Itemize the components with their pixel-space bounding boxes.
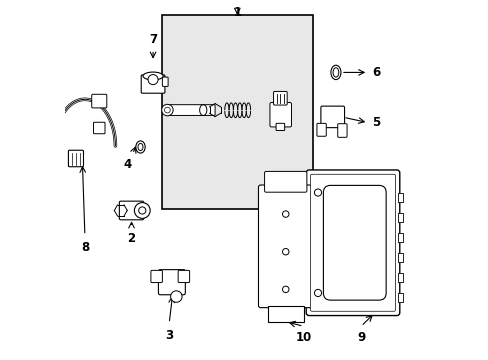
- FancyBboxPatch shape: [92, 94, 106, 108]
- FancyBboxPatch shape: [258, 185, 312, 308]
- Text: 7: 7: [149, 32, 157, 45]
- Circle shape: [139, 207, 145, 214]
- Circle shape: [314, 289, 321, 297]
- Circle shape: [282, 248, 288, 255]
- Ellipse shape: [142, 72, 163, 80]
- Text: 9: 9: [356, 331, 365, 344]
- Bar: [397, 273, 402, 282]
- FancyBboxPatch shape: [320, 106, 344, 128]
- Ellipse shape: [136, 141, 145, 153]
- Bar: [397, 213, 402, 222]
- Circle shape: [282, 286, 288, 293]
- Text: 3: 3: [165, 329, 173, 342]
- Circle shape: [164, 107, 170, 113]
- Circle shape: [314, 189, 321, 196]
- FancyBboxPatch shape: [264, 171, 306, 192]
- FancyBboxPatch shape: [151, 270, 162, 283]
- Ellipse shape: [138, 143, 142, 150]
- FancyBboxPatch shape: [305, 170, 399, 316]
- Bar: [397, 233, 402, 242]
- Text: 1: 1: [233, 6, 241, 19]
- Circle shape: [170, 291, 182, 302]
- FancyBboxPatch shape: [68, 150, 83, 167]
- Circle shape: [148, 75, 158, 85]
- FancyBboxPatch shape: [316, 123, 325, 136]
- FancyBboxPatch shape: [93, 122, 105, 134]
- FancyBboxPatch shape: [269, 103, 291, 127]
- FancyBboxPatch shape: [337, 124, 346, 137]
- Bar: [397, 253, 402, 262]
- FancyBboxPatch shape: [273, 91, 286, 105]
- Circle shape: [162, 104, 173, 116]
- Circle shape: [134, 203, 150, 219]
- FancyBboxPatch shape: [162, 77, 168, 86]
- Text: 2: 2: [127, 232, 135, 245]
- FancyBboxPatch shape: [158, 270, 185, 295]
- Polygon shape: [267, 306, 303, 321]
- Text: 8: 8: [81, 241, 89, 254]
- FancyBboxPatch shape: [310, 174, 395, 311]
- Ellipse shape: [330, 65, 340, 80]
- FancyBboxPatch shape: [276, 123, 284, 131]
- Bar: [397, 193, 402, 202]
- Text: 5: 5: [371, 116, 379, 129]
- FancyBboxPatch shape: [323, 185, 386, 300]
- Text: 4: 4: [123, 158, 132, 171]
- Text: 10: 10: [295, 331, 311, 344]
- Circle shape: [282, 211, 288, 217]
- FancyBboxPatch shape: [119, 201, 143, 220]
- Text: 6: 6: [371, 66, 379, 79]
- Bar: [397, 293, 402, 302]
- Bar: [162, 15, 312, 209]
- FancyBboxPatch shape: [141, 75, 164, 93]
- FancyBboxPatch shape: [166, 105, 215, 116]
- FancyBboxPatch shape: [178, 270, 189, 283]
- Ellipse shape: [332, 68, 338, 77]
